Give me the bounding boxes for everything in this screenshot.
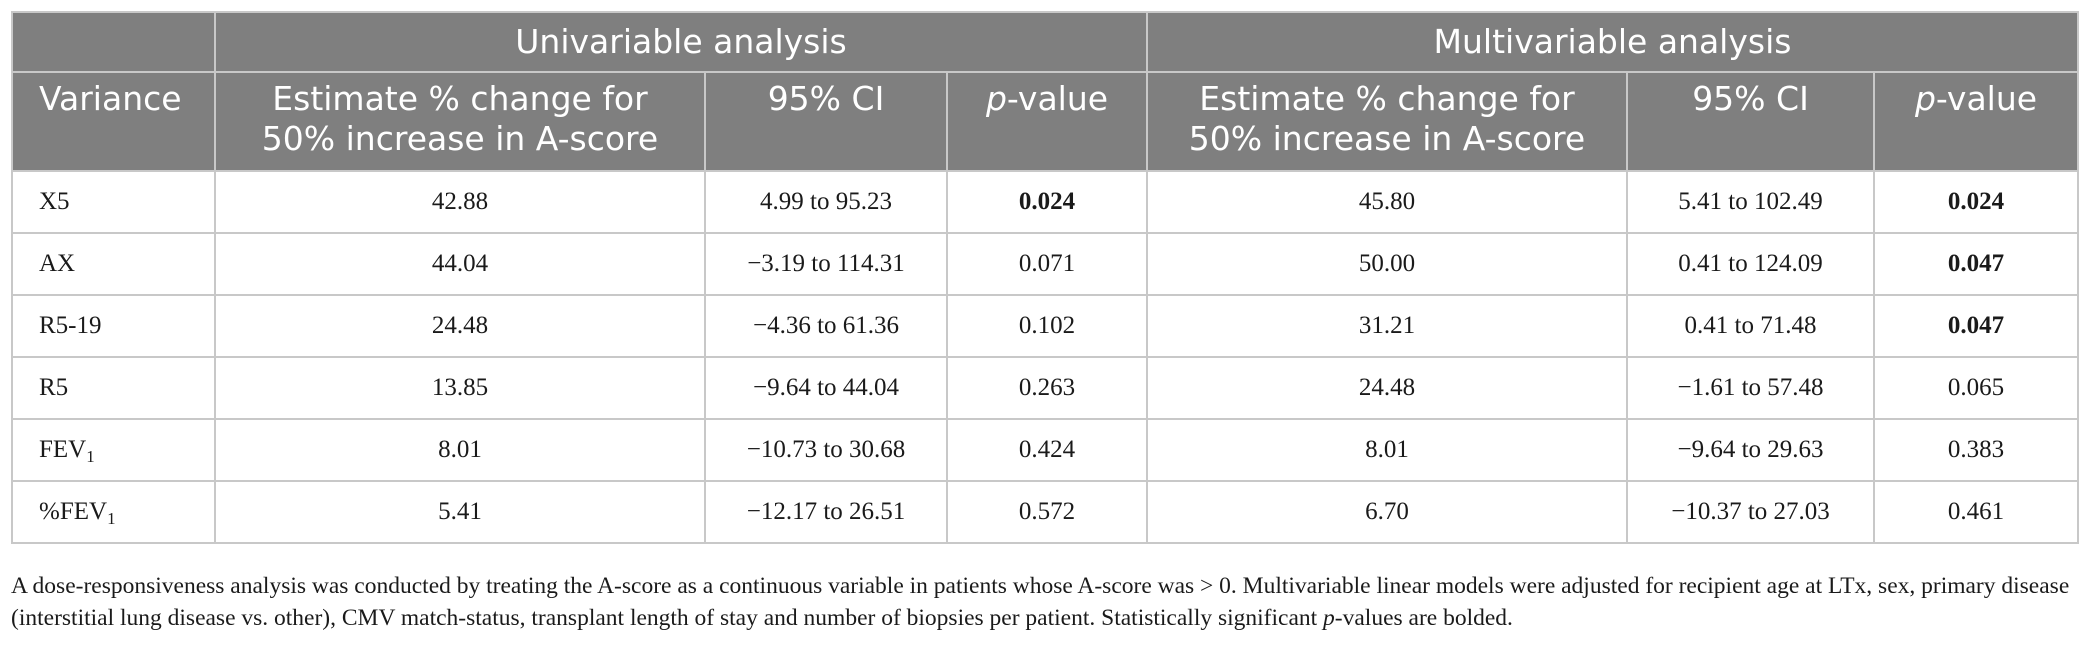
results-table: Univariable analysis Multivariable analy… <box>11 11 2079 544</box>
header-multivariable: Multivariable analysis <box>1146 11 2079 73</box>
cell-m-ci: 5.41 to 102.49 <box>1626 170 1875 234</box>
table-row: X5 42.88 4.99 to 95.23 0.024 45.80 5.41 to 10… <box>11 170 2079 234</box>
cell-m-estimate: 8.01 <box>1146 418 1628 482</box>
cell-m-estimate: 6.70 <box>1146 480 1628 544</box>
cell-u-ci: −3.19 to 114.31 <box>704 232 948 296</box>
cell-u-estimate: 5.41 <box>214 480 706 544</box>
cell-u-estimate: 24.48 <box>214 294 706 358</box>
cell-u-estimate: 13.85 <box>214 356 706 420</box>
cell-u-pvalue: 0.024 <box>946 170 1148 234</box>
header-m-pvalue: p-value <box>1873 71 2079 172</box>
table-row: R5 13.85 −9.64 to 44.04 0.263 24.48 −1.61 to … <box>11 356 2079 420</box>
cell-u-pvalue: 0.263 <box>946 356 1148 420</box>
header-variance: Variance <box>11 71 216 172</box>
cell-m-ci: 0.41 to 71.48 <box>1626 294 1875 358</box>
cell-u-pvalue: 0.102 <box>946 294 1148 358</box>
cell-variance: %FEV1 <box>11 480 216 544</box>
cell-m-estimate: 50.00 <box>1146 232 1628 296</box>
cell-m-pvalue: 0.024 <box>1873 170 2079 234</box>
header-u-estimate: Estimate % change for 50% increase in A-s… <box>214 71 706 172</box>
cell-u-ci: −12.17 to 26.51 <box>704 480 948 544</box>
header-u-pvalue: p-value <box>946 71 1148 172</box>
cell-u-estimate: 8.01 <box>214 418 706 482</box>
cell-u-pvalue: 0.071 <box>946 232 1148 296</box>
header-column-row: Variance Estimate % change for 50% increa… <box>11 71 2079 172</box>
cell-u-ci: −10.73 to 30.68 <box>704 418 948 482</box>
cell-u-estimate: 42.88 <box>214 170 706 234</box>
cell-m-ci: −10.37 to 27.03 <box>1626 480 1875 544</box>
header-group-row: Univariable analysis Multivariable analy… <box>11 11 2079 73</box>
cell-m-estimate: 45.80 <box>1146 170 1628 234</box>
cell-m-pvalue: 0.047 <box>1873 294 2079 358</box>
cell-m-pvalue: 0.461 <box>1873 480 2079 544</box>
header-blank-cell <box>11 11 216 73</box>
cell-variance: R5 <box>11 356 216 420</box>
cell-variance: X5 <box>11 170 216 234</box>
table-row: R5-19 24.48 −4.36 to 61.36 0.102 31.21 0.41 t… <box>11 294 2079 358</box>
header-m-estimate: Estimate % change for 50% increase in A-s… <box>1146 71 1628 172</box>
results-table-container: Univariable analysis Multivariable analy… <box>11 11 2079 544</box>
cell-m-pvalue: 0.047 <box>1873 232 2079 296</box>
cell-u-ci: −4.36 to 61.36 <box>704 294 948 358</box>
cell-m-estimate: 24.48 <box>1146 356 1628 420</box>
cell-m-ci: −9.64 to 29.63 <box>1626 418 1875 482</box>
table-row: %FEV1 5.41 −12.17 to 26.51 0.572 6.70 −10.37 … <box>11 480 2079 544</box>
table-row: AX 44.04 −3.19 to 114.31 0.071 50.00 0.41 to … <box>11 232 2079 296</box>
cell-variance: R5-19 <box>11 294 216 358</box>
table-row: FEV1 8.01 −10.73 to 30.68 0.424 8.01 −9.64 to… <box>11 418 2079 482</box>
cell-m-pvalue: 0.065 <box>1873 356 2079 420</box>
cell-u-pvalue: 0.572 <box>946 480 1148 544</box>
table-body: X5 42.88 4.99 to 95.23 0.024 45.80 5.41 to 10… <box>11 170 2079 544</box>
cell-variance: AX <box>11 232 216 296</box>
cell-m-pvalue: 0.383 <box>1873 418 2079 482</box>
header-m-ci: 95% CI <box>1626 71 1875 172</box>
table-footnote: A dose-responsiveness analysis was condu… <box>11 573 2070 631</box>
cell-u-pvalue: 0.424 <box>946 418 1148 482</box>
cell-variance: FEV1 <box>11 418 216 482</box>
cell-u-ci: −9.64 to 44.04 <box>704 356 948 420</box>
cell-u-ci: 4.99 to 95.23 <box>704 170 948 234</box>
header-univariable: Univariable analysis <box>214 11 1148 73</box>
cell-m-estimate: 31.21 <box>1146 294 1628 358</box>
cell-m-ci: −1.61 to 57.48 <box>1626 356 1875 420</box>
header-u-ci: 95% CI <box>704 71 948 172</box>
cell-u-estimate: 44.04 <box>214 232 706 296</box>
cell-m-ci: 0.41 to 124.09 <box>1626 232 1875 296</box>
